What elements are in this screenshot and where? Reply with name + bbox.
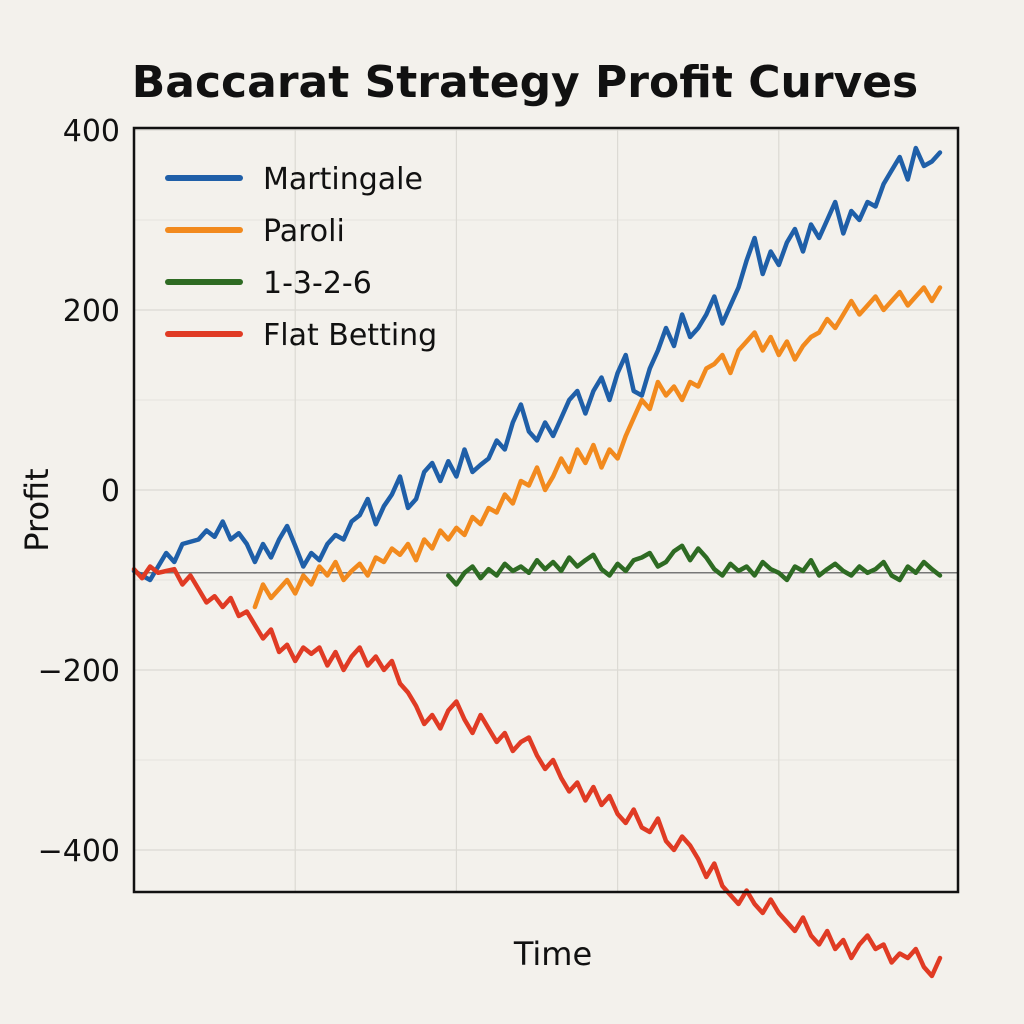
legend-label: 1-3-2-6 bbox=[263, 266, 372, 301]
chart-title: Baccarat Strategy Profit Curves bbox=[132, 57, 918, 108]
legend-label: Paroli bbox=[263, 214, 345, 249]
y-axis-ticks: 400 200 0 −200 −400 bbox=[38, 114, 120, 869]
plot-frame bbox=[132, 126, 960, 894]
series-line-martingale bbox=[131, 145, 943, 583]
legend-label: Flat Betting bbox=[263, 318, 437, 353]
series-line-flat-betting bbox=[131, 564, 943, 979]
y-tick-label: 400 bbox=[63, 114, 120, 149]
y-tick-label: −400 bbox=[38, 834, 120, 869]
y-axis-label: Profit bbox=[18, 468, 56, 551]
legend-label: Martingale bbox=[263, 162, 423, 197]
x-axis-label: Time bbox=[513, 935, 592, 973]
y-tick-label: −200 bbox=[38, 654, 120, 689]
series-lines bbox=[131, 145, 943, 979]
series-line-paroli bbox=[252, 285, 943, 610]
y-tick-label: 200 bbox=[63, 294, 120, 329]
legend: Martingale Paroli 1-3-2-6 Flat Betting bbox=[165, 162, 437, 353]
y-tick-label: 0 bbox=[101, 474, 120, 509]
series-line-1-3-2-6 bbox=[446, 543, 943, 587]
